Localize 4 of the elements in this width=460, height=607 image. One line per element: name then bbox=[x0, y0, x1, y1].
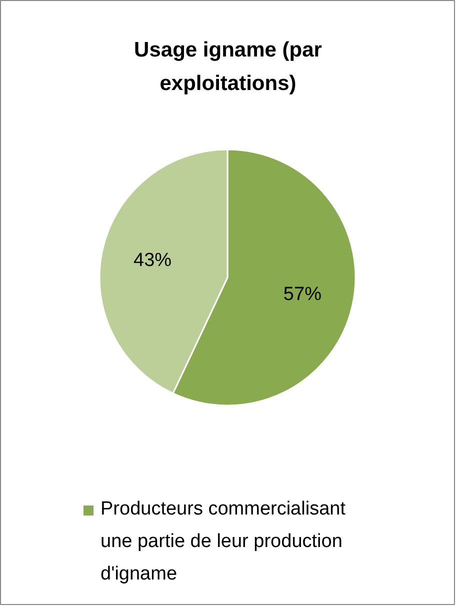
data-label: 43% bbox=[134, 250, 172, 272]
chart-title: Usage igname (par exploitations) bbox=[134, 38, 322, 95]
data-label: 57% bbox=[283, 284, 322, 305]
legend-label: Producteurs commercialisant une partie de leur production d'igname bbox=[100, 498, 346, 585]
